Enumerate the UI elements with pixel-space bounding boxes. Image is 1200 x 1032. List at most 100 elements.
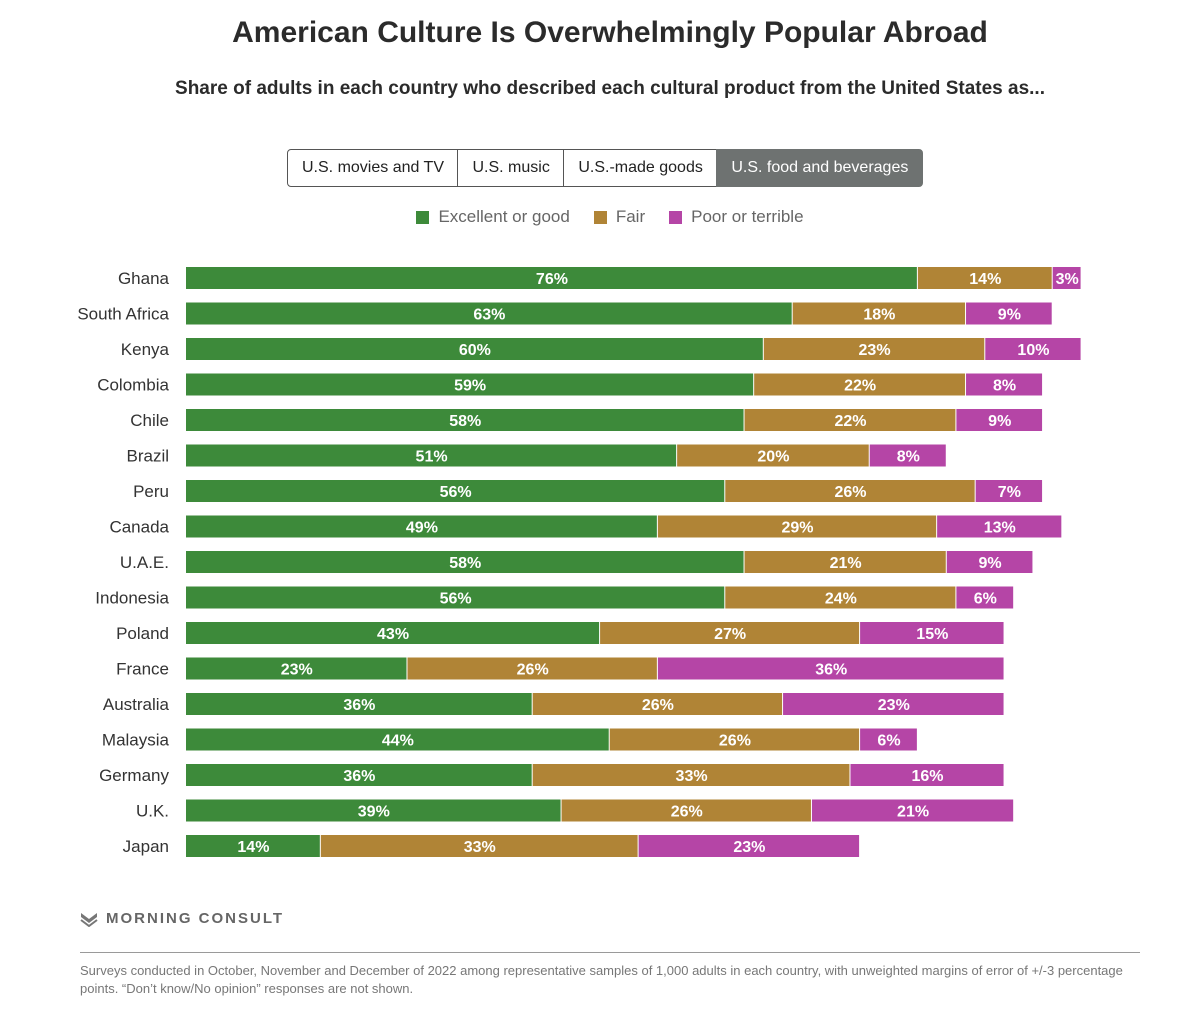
- bar-segment-fair: [600, 622, 860, 644]
- bar-segment-poor: [966, 373, 1043, 396]
- bar-segment-fair: [725, 480, 975, 502]
- bar-segment-excellent: [186, 373, 754, 396]
- legend-swatch-excellent: [416, 210, 430, 224]
- country-label: Colombia: [97, 376, 169, 395]
- data-label-excellent: 39%: [358, 804, 390, 821]
- bar-segment-poor: [783, 693, 1004, 715]
- data-label-excellent: 43%: [377, 626, 409, 643]
- bar-segment-fair: [725, 586, 956, 609]
- data-label-fair: 21%: [830, 555, 862, 572]
- data-label-excellent: 59%: [454, 378, 486, 395]
- data-label-poor: 36%: [815, 662, 847, 679]
- country-label: Kenya: [121, 340, 170, 359]
- bar-segment-excellent: [186, 409, 744, 431]
- chart-subtitle: Share of adults in each country who desc…: [175, 78, 1045, 99]
- data-label-fair: 29%: [781, 520, 813, 537]
- bar-segment-fair: [754, 373, 966, 396]
- legend-label-fair: Fair: [615, 207, 646, 226]
- country-label: Australia: [103, 695, 170, 714]
- country-label: Canada: [109, 518, 169, 537]
- data-label-fair: 26%: [834, 484, 866, 501]
- legend: Excellent or good Fair Poor or terrible: [0, 207, 1200, 227]
- bar-segment-poor: [975, 480, 1043, 502]
- data-label-excellent: 63%: [473, 307, 505, 324]
- data-label-poor: 6%: [877, 733, 900, 750]
- data-label-poor: 23%: [878, 697, 910, 714]
- data-label-fair: 24%: [825, 591, 857, 608]
- country-label: Peru: [133, 482, 169, 501]
- data-label-excellent: 23%: [281, 662, 313, 679]
- legend-item-excellent: Excellent or good: [416, 207, 570, 227]
- chart-title: American Culture Is Overwhelmingly Popul…: [232, 16, 988, 49]
- data-label-excellent: 56%: [440, 484, 472, 501]
- legend-label-excellent: Excellent or good: [438, 207, 570, 226]
- bar-segment-poor: [860, 728, 917, 751]
- country-label: Poland: [116, 624, 169, 643]
- bar-segment-poor: [985, 338, 1081, 360]
- country-label: Malaysia: [102, 731, 170, 750]
- country-label: U.A.E.: [120, 553, 169, 572]
- data-label-fair: 18%: [863, 307, 895, 324]
- data-label-poor: 3%: [1056, 271, 1079, 288]
- data-label-fair: 20%: [757, 449, 789, 466]
- data-label-excellent: 58%: [449, 555, 481, 572]
- legend-item-poor: Poor or terrible: [669, 207, 804, 227]
- data-label-fair: 22%: [844, 378, 876, 395]
- legend-swatch-poor: [669, 210, 683, 224]
- bar-segment-excellent: [186, 835, 320, 857]
- bar-segment-excellent: [186, 586, 725, 609]
- data-label-fair: 14%: [969, 271, 1001, 288]
- bar-segment-poor: [811, 799, 1014, 822]
- morning-consult-icon: [80, 912, 98, 927]
- data-label-excellent: 60%: [459, 342, 491, 359]
- bar-segment-poor: [869, 444, 946, 467]
- data-label-poor: 9%: [979, 555, 1002, 572]
- data-label-excellent: 76%: [536, 271, 568, 288]
- bar-segment-excellent: [186, 480, 725, 502]
- data-label-poor: 6%: [974, 591, 997, 608]
- bar-segment-excellent: [186, 515, 657, 538]
- bar-segment-poor: [956, 586, 1014, 609]
- bar-segment-excellent: [186, 799, 561, 822]
- bar-segment-fair: [917, 267, 1052, 289]
- data-label-poor: 8%: [897, 449, 920, 466]
- category-tabs: U.S. movies and TV U.S. music U.S.-made …: [287, 149, 924, 187]
- bar-segment-excellent: [186, 302, 792, 325]
- bar-segment-poor: [657, 657, 1004, 680]
- country-label: South Africa: [77, 305, 169, 324]
- data-label-poor: 9%: [988, 413, 1011, 430]
- bar-segment-fair: [320, 835, 638, 857]
- data-label-fair: 23%: [859, 342, 891, 359]
- tab-music[interactable]: U.S. music: [457, 149, 565, 187]
- country-label: Chile: [130, 411, 169, 430]
- data-label-poor: 16%: [911, 768, 943, 785]
- country-label: U.K.: [136, 802, 169, 821]
- data-label-fair: 26%: [719, 733, 751, 750]
- tab-food-beverages[interactable]: U.S. food and beverages: [716, 149, 924, 187]
- bar-segment-fair: [407, 657, 657, 680]
- data-label-fair: 33%: [464, 839, 496, 856]
- brand-logo: MORNING CONSULT: [80, 910, 284, 927]
- brand-name: MORNING CONSULT: [106, 910, 285, 927]
- data-label-fair: 22%: [834, 413, 866, 430]
- tab-made-goods[interactable]: U.S.-made goods: [563, 149, 718, 187]
- data-label-excellent: 14%: [237, 839, 269, 856]
- country-label: Germany: [99, 766, 169, 785]
- bar-segment-poor: [850, 764, 1004, 786]
- bar-segment-excellent: [186, 551, 744, 573]
- bar-segment-poor: [956, 409, 1043, 431]
- tab-movies-tv[interactable]: U.S. movies and TV: [287, 149, 459, 187]
- country-label: Brazil: [126, 447, 169, 466]
- bar-segment-fair: [561, 799, 811, 822]
- data-label-excellent: 56%: [440, 591, 472, 608]
- bar-segment-excellent: [186, 622, 600, 644]
- data-label-poor: 15%: [916, 626, 948, 643]
- data-label-poor: 21%: [897, 804, 929, 821]
- data-label-fair: 33%: [676, 768, 708, 785]
- bar-segment-poor: [638, 835, 860, 857]
- data-label-excellent: 58%: [449, 413, 481, 430]
- bar-segment-excellent: [186, 693, 532, 715]
- data-label-poor: 23%: [733, 839, 765, 856]
- bar-segment-fair: [532, 693, 783, 715]
- data-label-excellent: 36%: [343, 768, 375, 785]
